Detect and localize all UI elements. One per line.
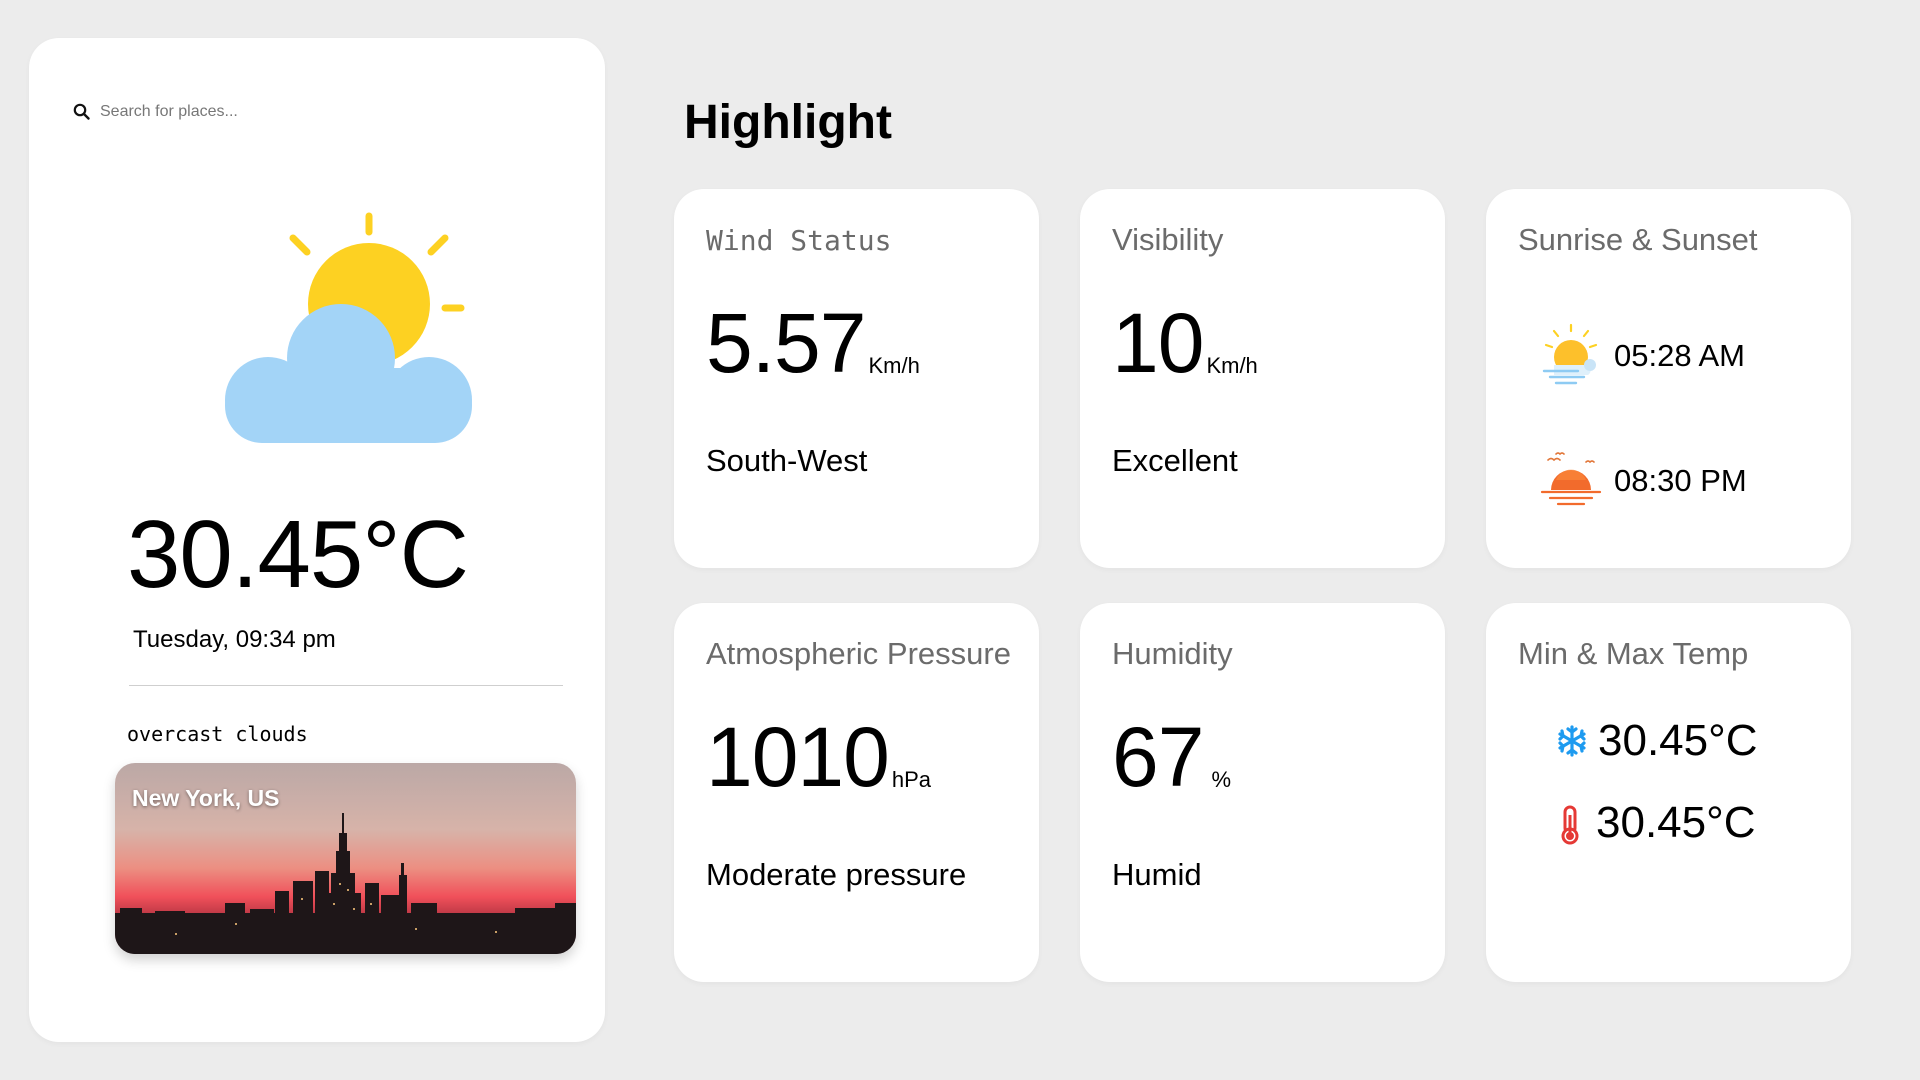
min-temp-value: 30.45°C <box>1598 716 1758 765</box>
visibility-card: Visibility 10 Km/h Excellent <box>1080 189 1445 568</box>
sunset-time: 08:30 PM <box>1614 463 1747 498</box>
sunrise-icon <box>1542 323 1598 385</box>
sunrise-sunset-card: Sunrise & Sunset 05:28 AM <box>1486 189 1851 568</box>
max-temp-value: 30.45°C <box>1596 798 1756 847</box>
humidity-card: Humidity 67 % Humid <box>1080 603 1445 982</box>
min-temp-row: 30.45°C <box>1554 716 1757 766</box>
pressure-status: Moderate pressure <box>706 857 967 892</box>
card-title: Atmospheric Pressure <box>706 636 1011 671</box>
sunrise-time: 05:28 AM <box>1614 338 1745 373</box>
wind-direction: South-West <box>706 443 868 478</box>
pressure-value: 1010 <box>706 710 890 804</box>
humidity-status: Humid <box>1112 857 1202 892</box>
pressure-unit: hPa <box>891 767 932 792</box>
card-title: Visibility <box>1112 222 1224 257</box>
current-weather-panel: 30.45°C Tuesday, 09:34 pm overcast cloud… <box>29 38 605 1042</box>
pressure-value-row: 1010 hPa <box>706 715 931 799</box>
current-temperature: 30.45°C <box>127 501 469 608</box>
search-icon <box>73 103 90 120</box>
humidity-value: 67 <box>1112 710 1204 804</box>
sunset-icon <box>1540 452 1602 506</box>
city-name: New York, US <box>132 785 280 811</box>
wind-speed-value: 5.57 <box>706 296 866 390</box>
humidity-value-row: 67 % <box>1112 715 1231 799</box>
search-input[interactable] <box>100 103 520 121</box>
atmospheric-pressure-card: Atmospheric Pressure 1010 hPa Moderate p… <box>674 603 1039 982</box>
wind-speed-unit: Km/h <box>868 353 920 378</box>
city-skyline-image <box>115 763 576 954</box>
visibility-value: 10 <box>1112 296 1204 390</box>
visibility-value-row: 10 Km/h <box>1112 301 1258 385</box>
current-datetime: Tuesday, 09:34 pm <box>133 626 336 653</box>
card-title: Wind Status <box>706 224 892 257</box>
wind-status-card: Wind Status 5.57 Km/h South-West <box>674 189 1039 568</box>
humidity-unit: % <box>1211 767 1231 792</box>
search-bar[interactable] <box>72 92 542 132</box>
highlight-title: Highlight <box>684 96 892 149</box>
thermometer-icon <box>1561 805 1579 845</box>
card-title: Min & Max Temp <box>1518 636 1749 671</box>
wind-value-row: 5.57 Km/h <box>706 301 920 385</box>
min-max-temp-card: Min & Max Temp 30.45°C 30.45°C <box>1486 603 1851 982</box>
divider <box>129 685 563 686</box>
sunrise-row: 05:28 AM <box>1534 319 1745 393</box>
sunset-row: 08:30 PM <box>1534 444 1747 518</box>
snowflake-icon <box>1558 725 1586 757</box>
city-card: New York, US <box>115 763 576 954</box>
visibility-unit: Km/h <box>1206 353 1258 378</box>
card-title: Humidity <box>1112 636 1233 671</box>
partly-cloudy-icon <box>225 212 472 443</box>
weather-condition: overcast clouds <box>127 722 308 746</box>
visibility-status: Excellent <box>1112 443 1238 478</box>
card-title: Sunrise & Sunset <box>1518 222 1758 257</box>
max-temp-row: 30.45°C <box>1552 798 1755 848</box>
